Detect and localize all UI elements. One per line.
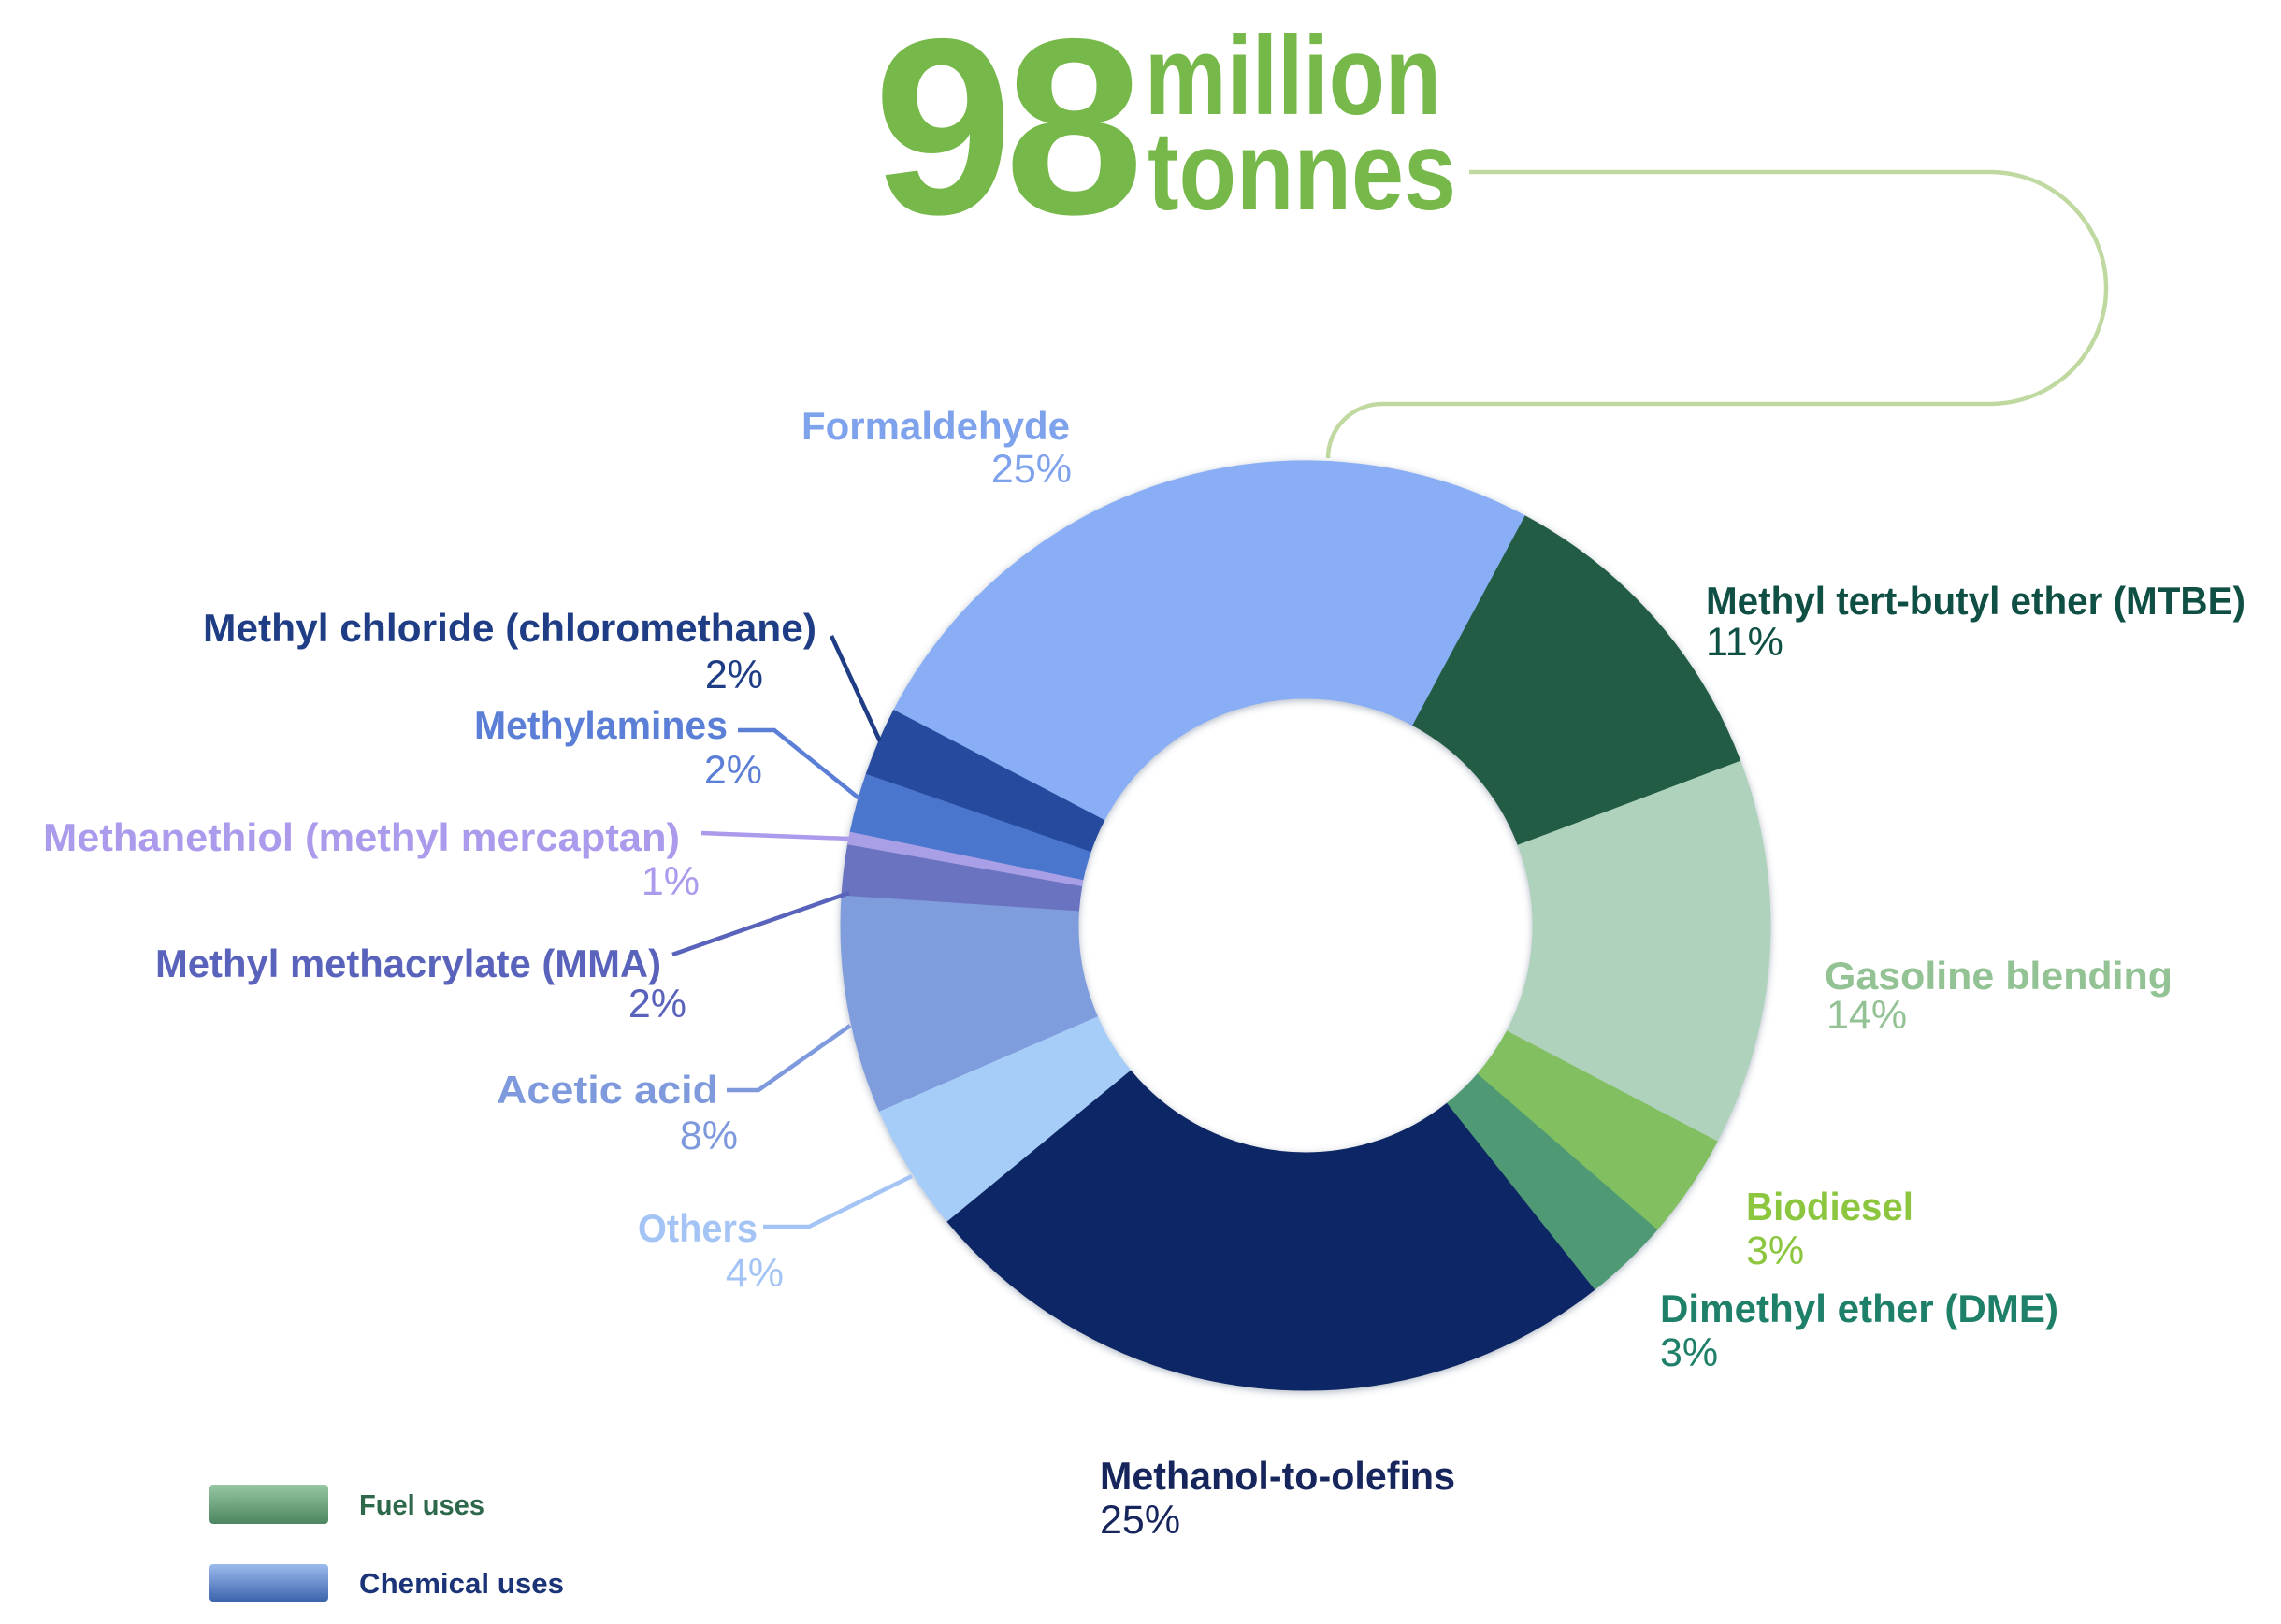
svg-text:Others: Others [638,1206,758,1250]
svg-text:Acetic acid: Acetic acid [497,1068,718,1112]
svg-text:Gasoline blending: Gasoline blending [1825,954,2173,998]
svg-text:Methyl tert-butyl ether (MTBE): Methyl tert-butyl ether (MTBE) [1706,579,2245,623]
svg-text:Methylamines: Methylamines [474,703,728,747]
svg-text:4%: 4% [726,1251,784,1296]
svg-text:3%: 3% [1660,1330,1718,1375]
svg-text:25%: 25% [1100,1498,1180,1543]
svg-text:Methyl methacrylate (MMA): Methyl methacrylate (MMA) [155,941,661,985]
svg-text:2%: 2% [705,653,763,697]
svg-text:11%: 11% [1706,620,1783,665]
svg-text:tonnes: tonnes [1148,108,1456,234]
svg-text:14%: 14% [1826,993,1907,1038]
svg-text:Methanethiol (methyl mercaptan: Methanethiol (methyl mercaptan) [43,815,680,859]
svg-text:Dimethyl ether (DME): Dimethyl ether (DME) [1660,1286,2058,1330]
svg-text:Fuel uses: Fuel uses [359,1488,484,1521]
svg-text:1%: 1% [642,859,700,904]
svg-text:million: million [1145,13,1441,138]
svg-text:Methanol-to-olefins: Methanol-to-olefins [1100,1454,1455,1498]
svg-text:2%: 2% [704,748,762,793]
svg-text:98: 98 [873,0,1137,266]
svg-text:3%: 3% [1746,1229,1804,1273]
svg-text:25%: 25% [991,447,1072,492]
svg-text:Chemical uses: Chemical uses [359,1567,564,1600]
svg-text:8%: 8% [680,1114,738,1158]
svg-text:Methyl chloride (chloromethane: Methyl chloride (chloromethane) [203,606,816,650]
svg-text:Biodiesel: Biodiesel [1746,1185,1913,1229]
svg-text:Formaldehyde: Formaldehyde [801,404,1070,448]
svg-text:2%: 2% [628,982,686,1027]
